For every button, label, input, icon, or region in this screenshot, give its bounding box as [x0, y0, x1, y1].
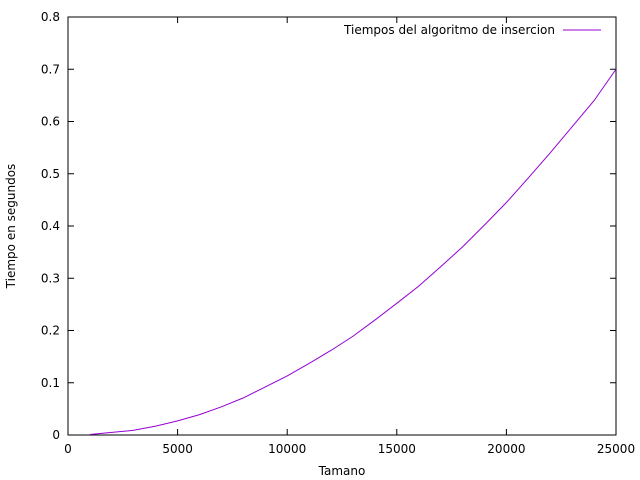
y-tick-label: 0.5: [41, 167, 60, 181]
x-tick-label: 5000: [162, 442, 193, 456]
plot-frame: [67, 16, 617, 436]
y-tick-label: 0: [52, 428, 60, 442]
y-tick-label: 0.2: [41, 324, 60, 338]
y-tick-label: 0.1: [41, 376, 60, 390]
x-tick-label: 20000: [487, 442, 525, 456]
x-tick-label: 25000: [597, 442, 635, 456]
legend: Tiempos del algoritmo de insercion: [343, 23, 601, 37]
series-layer: [89, 68, 617, 435]
series-line-0: [89, 68, 617, 435]
x-axis-label: Tamano: [318, 464, 366, 478]
legend-label: Tiempos del algoritmo de insercion: [343, 23, 555, 37]
y-axis-label: Tiempo en segundos: [4, 164, 18, 290]
y-tick-label: 0.3: [41, 271, 60, 285]
y-tick-label: 0.8: [41, 10, 60, 24]
y-tick-label: 0.4: [41, 219, 60, 233]
axis-ticks: 0 0.1 0.2 0.3 0.4 0.5 0.6 0.7 0.8 0 5000 10000 15000…: [41, 10, 635, 456]
y-tick-label: 0.6: [41, 115, 60, 129]
x-tick-label: 15000: [378, 442, 416, 456]
x-tick-label: 0: [64, 442, 72, 456]
y-tick-label: 0.7: [41, 62, 60, 76]
x-tick-label: 10000: [268, 442, 306, 456]
